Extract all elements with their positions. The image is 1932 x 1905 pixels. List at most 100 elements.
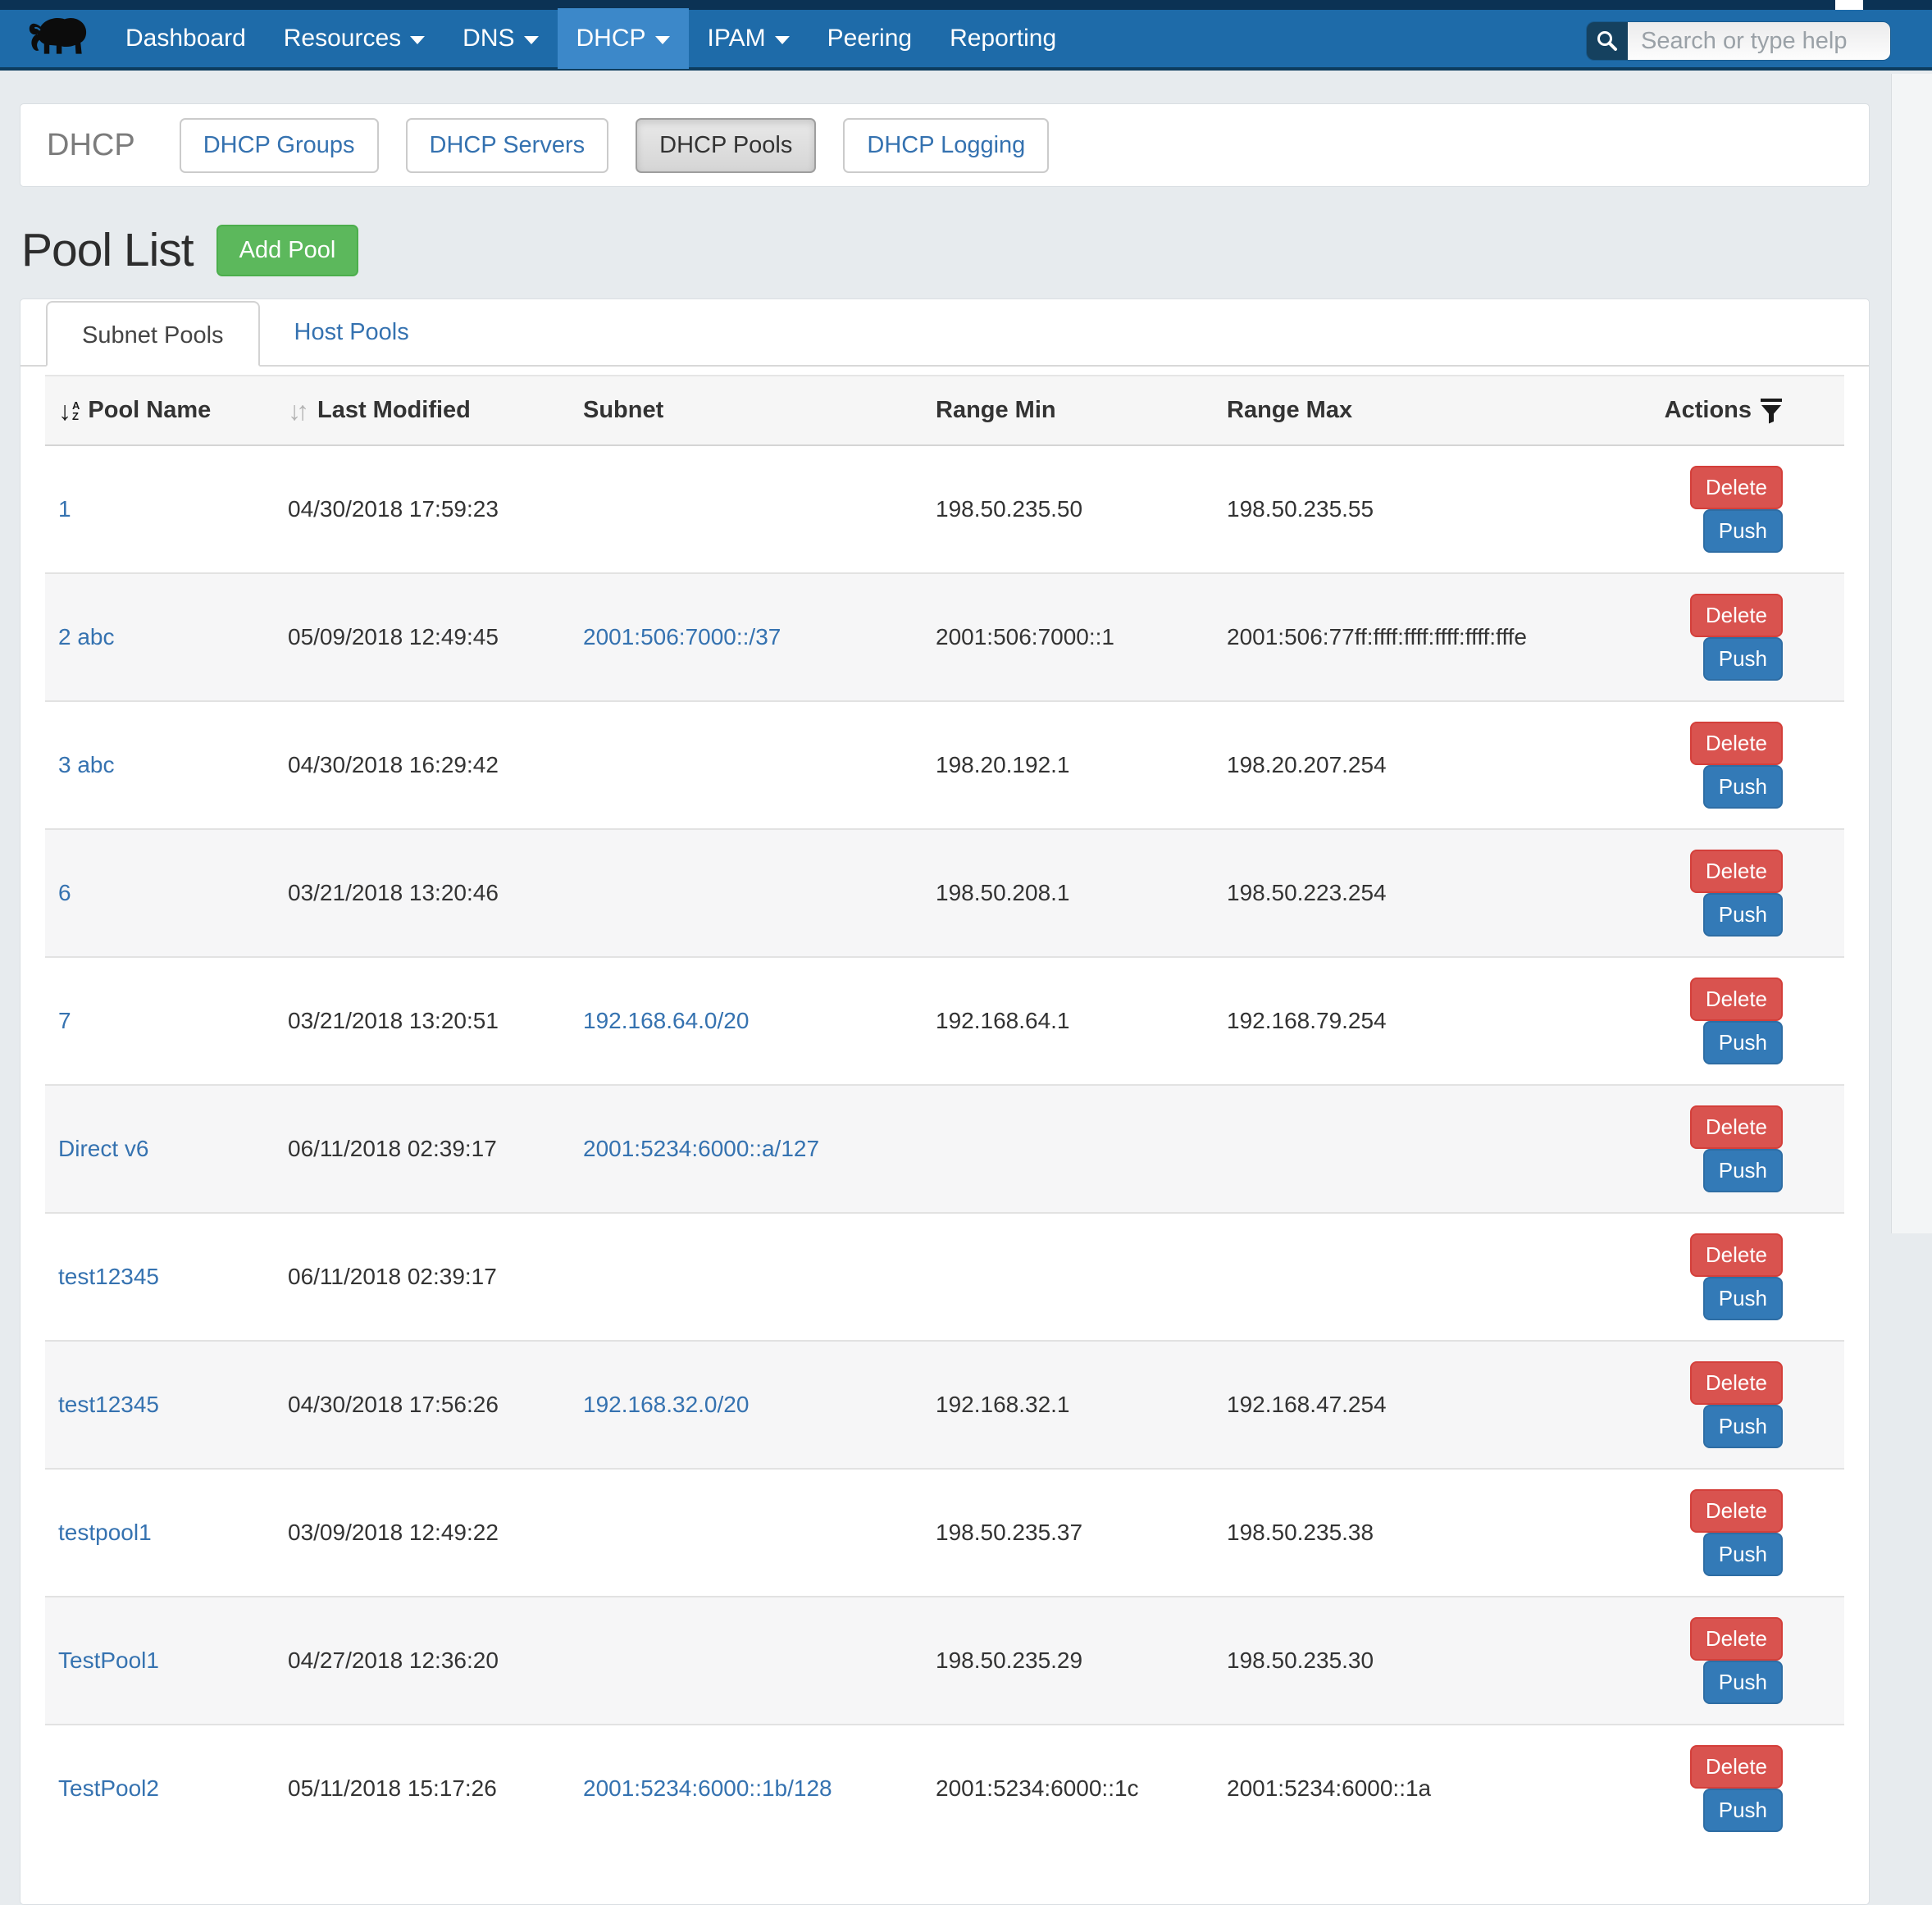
- range-max-cell: 198.50.235.55: [1214, 445, 1591, 573]
- subnet-cell: [570, 1469, 923, 1597]
- pool-name-link[interactable]: TestPool1: [58, 1648, 159, 1673]
- subnet-link[interactable]: 192.168.32.0/20: [583, 1392, 749, 1417]
- nav-item-label: Reporting: [950, 25, 1056, 52]
- pool-table: ↓AZ Pool Name ↓↑ Last Modified Subnet Ra…: [45, 375, 1844, 1852]
- column-header-subnet: Subnet: [570, 376, 923, 445]
- pool-name-link[interactable]: 3 abc: [58, 752, 115, 777]
- nav-item-resources[interactable]: Resources: [265, 8, 444, 69]
- pool-name-cell: TestPool2: [45, 1725, 275, 1852]
- table-row: 603/21/2018 13:20:46198.50.208.1198.50.2…: [45, 829, 1844, 957]
- mammoth-logo-icon[interactable]: [23, 13, 93, 64]
- range-min-cell: 198.20.192.1: [923, 701, 1214, 829]
- delete-button[interactable]: Delete: [1690, 722, 1783, 765]
- section-button-dhcp-pools[interactable]: DHCP Pools: [636, 118, 816, 173]
- pool-name-link[interactable]: TestPool2: [58, 1775, 159, 1801]
- push-button[interactable]: Push: [1703, 1533, 1783, 1576]
- delete-button[interactable]: Delete: [1690, 1105, 1783, 1149]
- column-header-range-min: Range Min: [923, 376, 1214, 445]
- last-modified-cell: 04/27/2018 12:36:20: [275, 1597, 570, 1725]
- top-strip-notch: [1835, 0, 1863, 10]
- pool-name-link[interactable]: 2 abc: [58, 624, 115, 649]
- push-button[interactable]: Push: [1703, 509, 1783, 553]
- delete-button[interactable]: Delete: [1690, 1489, 1783, 1533]
- actions-cell: DeletePush: [1591, 1085, 1844, 1213]
- section-button-dhcp-logging[interactable]: DHCP Logging: [843, 118, 1049, 173]
- push-button[interactable]: Push: [1703, 1149, 1783, 1192]
- last-modified-cell: 03/09/2018 12:49:22: [275, 1469, 570, 1597]
- sort-alpha-asc-icon[interactable]: ↓AZ: [58, 399, 80, 423]
- pool-name-link[interactable]: testpool1: [58, 1520, 152, 1545]
- page-title: Pool List: [21, 223, 194, 277]
- filter-funnel-icon[interactable]: [1760, 398, 1783, 424]
- pool-list-card: Subnet PoolsHost Pools ↓AZ Pool Name: [20, 299, 1870, 1905]
- subnet-link[interactable]: 2001:506:7000::/37: [583, 624, 781, 649]
- push-button[interactable]: Push: [1703, 1277, 1783, 1320]
- delete-button[interactable]: Delete: [1690, 1617, 1783, 1661]
- delete-button[interactable]: Delete: [1690, 1745, 1783, 1789]
- range-min-cell: 2001:506:7000::1: [923, 573, 1214, 701]
- subnet-cell: 192.168.32.0/20: [570, 1341, 923, 1469]
- pool-name-link[interactable]: test12345: [58, 1392, 159, 1417]
- subnet-cell: 192.168.64.0/20: [570, 957, 923, 1085]
- actions-cell: DeletePush: [1591, 1725, 1844, 1852]
- column-header-last-modified[interactable]: ↓↑ Last Modified: [275, 376, 570, 445]
- section-button-dhcp-groups[interactable]: DHCP Groups: [180, 118, 379, 173]
- push-button[interactable]: Push: [1703, 1021, 1783, 1064]
- scrollbar-track[interactable]: [1891, 74, 1932, 1233]
- delete-button[interactable]: Delete: [1690, 1361, 1783, 1405]
- push-button[interactable]: Push: [1703, 893, 1783, 937]
- actions-cell: DeletePush: [1591, 1597, 1844, 1725]
- add-pool-button[interactable]: Add Pool: [216, 225, 359, 276]
- range-max-cell: 198.50.235.38: [1214, 1469, 1591, 1597]
- last-modified-cell: 05/11/2018 15:17:26: [275, 1725, 570, 1852]
- subnet-cell: [570, 445, 923, 573]
- pool-name-link[interactable]: 1: [58, 496, 71, 522]
- subnet-link[interactable]: 2001:5234:6000::a/127: [583, 1136, 819, 1161]
- nav-item-label: Resources: [284, 25, 401, 52]
- page-head: Pool List Add Pool: [21, 223, 1870, 277]
- sort-updown-icon[interactable]: ↓↑: [288, 399, 309, 423]
- delete-button[interactable]: Delete: [1690, 850, 1783, 893]
- delete-button[interactable]: Delete: [1690, 466, 1783, 509]
- column-header-actions: Actions: [1591, 376, 1844, 445]
- subnet-link[interactable]: 2001:5234:6000::1b/128: [583, 1775, 832, 1801]
- delete-button[interactable]: Delete: [1690, 1233, 1783, 1277]
- actions-cell: DeletePush: [1591, 957, 1844, 1085]
- chevron-down-icon: [524, 36, 539, 44]
- pool-name-link[interactable]: 6: [58, 880, 71, 905]
- column-header-pool-name[interactable]: ↓AZ Pool Name: [45, 376, 275, 445]
- subnet-link[interactable]: 192.168.64.0/20: [583, 1008, 749, 1033]
- last-modified-cell: 04/30/2018 17:59:23: [275, 445, 570, 573]
- pool-name-cell: 3 abc: [45, 701, 275, 829]
- actions-cell: DeletePush: [1591, 1213, 1844, 1341]
- pool-name-link[interactable]: Direct v6: [58, 1136, 148, 1161]
- nav-item-dhcp[interactable]: DHCP: [558, 8, 689, 69]
- delete-button[interactable]: Delete: [1690, 978, 1783, 1021]
- last-modified-cell: 03/21/2018 13:20:51: [275, 957, 570, 1085]
- subnet-cell: [570, 701, 923, 829]
- range-max-cell: 192.168.47.254: [1214, 1341, 1591, 1469]
- last-modified-cell: 03/21/2018 13:20:46: [275, 829, 570, 957]
- search-icon[interactable]: [1587, 22, 1628, 60]
- search-input[interactable]: [1628, 22, 1890, 60]
- push-button[interactable]: Push: [1703, 1661, 1783, 1704]
- pool-tabs: Subnet PoolsHost Pools: [21, 299, 1869, 367]
- nav-item-dashboard[interactable]: Dashboard: [107, 8, 265, 69]
- range-max-cell: [1214, 1085, 1591, 1213]
- nav-item-peering[interactable]: Peering: [809, 8, 931, 69]
- nav-item-ipam[interactable]: IPAM: [689, 8, 809, 69]
- pool-name-link[interactable]: 7: [58, 1008, 71, 1033]
- push-button[interactable]: Push: [1703, 637, 1783, 681]
- push-button[interactable]: Push: [1703, 765, 1783, 809]
- nav-item-label: Dashboard: [125, 25, 246, 52]
- section-button-dhcp-servers[interactable]: DHCP Servers: [406, 118, 609, 173]
- tab-host-pools[interactable]: Host Pools: [260, 299, 444, 365]
- delete-button[interactable]: Delete: [1690, 594, 1783, 637]
- nav-item-dns[interactable]: DNS: [444, 8, 557, 69]
- pool-name-link[interactable]: test12345: [58, 1264, 159, 1289]
- table-row: 2 abc05/09/2018 12:49:452001:506:7000::/…: [45, 573, 1844, 701]
- tab-subnet-pools[interactable]: Subnet Pools: [46, 301, 260, 367]
- push-button[interactable]: Push: [1703, 1789, 1783, 1832]
- nav-item-reporting[interactable]: Reporting: [931, 8, 1075, 69]
- push-button[interactable]: Push: [1703, 1405, 1783, 1448]
